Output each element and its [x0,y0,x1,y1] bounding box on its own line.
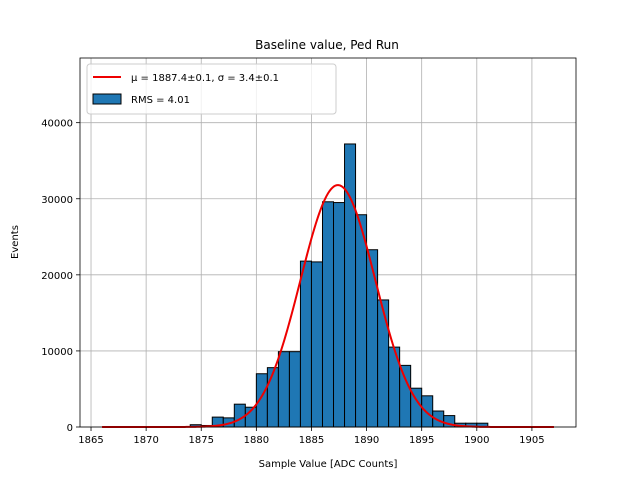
legend: μ = 1887.4±0.1, σ = 3.4±0.1 RMS = 4.01 [86,63,337,115]
x-tick-label: 1875 [189,435,214,446]
y-axis-ticks: 0 10000 20000 30000 40000 [41,119,80,434]
x-tick-label: 1870 [133,435,158,446]
legend-box [86,63,337,115]
x-tick-label: 1865 [78,435,103,446]
histogram-bar [421,395,434,428]
histogram-bar [288,351,301,428]
x-tick-label: 1880 [244,435,269,446]
y-tick-label: 10000 [41,347,73,358]
axes-frame [79,57,577,428]
histogram-bar [355,214,368,428]
y-tick-label: 40000 [41,119,73,130]
histogram-bar [366,249,379,428]
histogram-bar [321,201,335,428]
legend-fit-label: μ = 1887.4±0.1, σ = 3.4±0.1 [131,73,279,84]
x-tick-label: 1905 [519,435,544,446]
x-axis-ticks: 1865 1870 1875 1880 1885 1890 1895 1900 1905 [78,427,545,446]
x-tick-label: 1890 [354,435,379,446]
x-tick-label: 1900 [464,435,489,446]
legend-histogram-label: RMS = 4.01 [131,95,190,106]
chart-title: Baseline value, Ped Run [255,38,399,52]
x-tick-label: 1885 [299,435,324,446]
histogram-bar [310,261,323,428]
histogram-bar [266,367,279,428]
y-tick-label: 20000 [41,271,73,282]
x-axis-label: Sample Value [ADC Counts] [259,459,398,470]
histogram-bars [189,143,489,428]
y-tick-label: 30000 [41,195,73,206]
histogram-bar [344,143,357,428]
x-tick-label: 1895 [409,435,434,446]
legend-histogram-swatch [92,93,122,105]
histogram-bar [377,299,390,428]
histogram-bar [277,351,290,428]
y-axis-label: Events [10,225,21,259]
histogram-bar [299,260,312,428]
histogram-bar [399,364,412,428]
y-tick-label: 0 [67,423,73,434]
histogram-bar [333,202,346,428]
